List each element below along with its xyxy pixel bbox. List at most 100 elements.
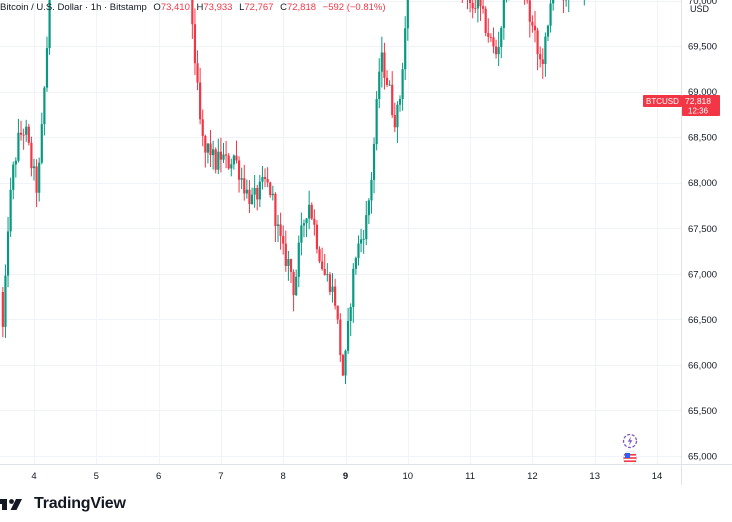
candle [544,32,546,76]
candle [259,175,261,207]
candle-body [251,195,253,204]
ohlc-open: O73,410 [153,2,189,13]
candle-body [241,178,243,180]
candle [352,263,354,323]
symbol-description[interactable]: Bitcoin / U.S. Dollar · 1h · Bitstamp [0,2,147,13]
candle-body [495,46,497,54]
candle [264,168,266,187]
candle [28,124,30,146]
candle-body [222,154,224,159]
tradingview-watermark[interactable]: TradingView [0,495,126,513]
candle-body [28,127,30,143]
us-flag-icon[interactable] [622,450,638,466]
candle [347,308,349,354]
candle-body [220,152,222,160]
candle [373,137,375,193]
candle [41,113,43,165]
price-tag-value: 72,818 [685,96,711,106]
ohlc-high: H73,933 [197,2,233,13]
candle-body [347,321,349,351]
candle [396,101,398,143]
candle [209,130,211,167]
candle [472,0,474,18]
candle-body [305,218,307,223]
candle-body [389,85,391,86]
candle-body [313,219,315,225]
candle-body [472,3,474,8]
candle-body [329,274,331,292]
candle-body [30,143,32,168]
candle [316,220,318,253]
candle [43,86,45,135]
candle-body [368,200,370,215]
candle-body [290,259,292,272]
candle-body [269,182,271,195]
candle-body [552,0,554,3]
candle [503,0,505,40]
tradingview-logo-icon [0,497,30,511]
candle-body [376,99,378,144]
candle [363,230,365,254]
candle [399,95,401,111]
candle-body [383,52,385,77]
candle-body [35,166,37,192]
candle [248,180,250,213]
candle [542,48,544,79]
candle-body [399,99,401,105]
candle [217,139,219,174]
candle-body [267,179,269,182]
candle [17,119,19,163]
candle-body [404,28,406,69]
candle-body [490,37,492,38]
candle-body [38,163,40,193]
candle-body [274,194,276,226]
candle [241,168,243,189]
candle-body [539,54,541,59]
open-label: O [153,2,160,13]
candle-body [536,30,538,54]
candle-body [43,88,45,124]
candle-body [344,351,346,376]
candle [355,257,357,275]
candle [329,272,331,295]
lightning-alert-icon[interactable] [622,433,638,449]
price-tick-label: 65,000 [688,452,717,463]
candle [30,137,32,177]
candle-body [531,22,533,26]
candle [321,248,323,271]
candle-body [248,190,250,204]
candle [547,25,549,41]
candle [368,198,370,224]
candle-body [477,0,479,8]
candle [350,303,352,336]
candle [305,218,307,237]
candle [529,0,531,37]
high-value: 73,933 [203,2,232,13]
time-tick-label: 6 [156,471,161,482]
candle [4,264,6,337]
candle [565,0,567,7]
chart-legend: Bitcoin / U.S. Dollar · 1h · Bitstamp O7… [0,2,386,13]
candle-body [196,63,198,82]
candle [308,191,310,229]
candle [280,213,282,250]
candle [298,236,300,288]
candle [225,141,227,168]
time-tick-label: 5 [94,471,99,482]
candle [7,217,9,287]
candle-body [246,190,248,194]
candle-body [318,249,320,261]
candle-body [360,239,362,243]
candle-body [215,149,217,169]
candle-body [482,6,484,8]
candle-body [259,182,261,200]
candle [531,15,533,32]
candle-body [487,33,489,37]
candle [381,37,383,88]
candle-body [357,244,359,259]
candle-body [199,83,201,120]
candle-body [394,115,396,127]
candle-body [194,24,196,63]
candle-body [20,133,22,135]
